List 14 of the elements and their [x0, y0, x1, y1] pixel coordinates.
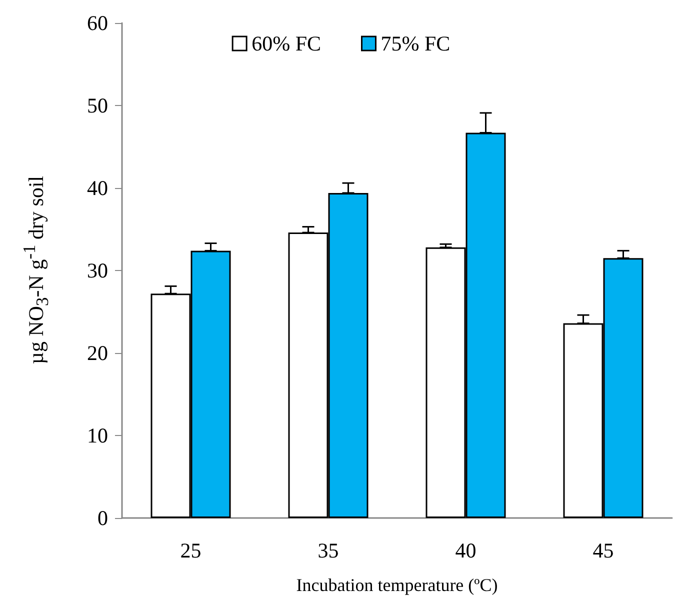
legend-label: 75% FC	[380, 32, 450, 56]
y-tick-label: 0	[98, 506, 108, 530]
y-tick-label: 30	[87, 258, 108, 282]
y-tick-label: 10	[87, 424, 108, 448]
x-axis-title: Incubation temperature (ºC)	[296, 575, 498, 595]
x-tick-label: 35	[318, 538, 339, 562]
x-tick-label: 40	[455, 538, 476, 562]
x-tick-label: 45	[592, 538, 614, 562]
y-tick-label: 50	[87, 94, 108, 118]
y-tick-label: 20	[87, 341, 108, 365]
y-tick-label: 60	[87, 11, 108, 35]
x-tick-label: 25	[180, 538, 202, 562]
y-tick-label: 40	[87, 176, 108, 200]
legend-label: 60% FC	[252, 32, 322, 56]
